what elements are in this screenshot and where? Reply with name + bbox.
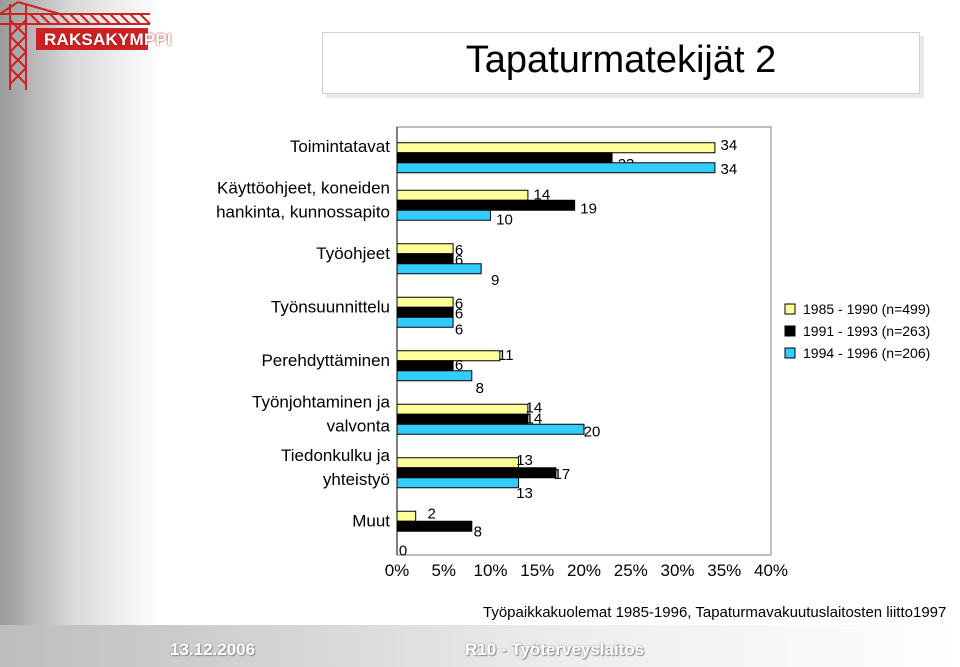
- data-label-2-3: 6: [455, 252, 463, 269]
- bar-2-5: [396, 360, 454, 372]
- bar-3-5: [396, 370, 473, 382]
- data-label-2-5: 6: [455, 357, 463, 374]
- data-label-3-4: 6: [455, 321, 463, 338]
- footer-band: [0, 625, 960, 667]
- x-tick-label-7: 30%: [660, 561, 694, 580]
- legend-swatch-3: [784, 347, 796, 359]
- data-label-1-4: 6: [455, 295, 463, 312]
- data-label-2-7: 17: [554, 466, 571, 483]
- legend-swatch-2: [784, 325, 796, 337]
- data-label-1-1: 34: [721, 137, 738, 154]
- source-note: Työpaikkakuolemat 1985-1996, Tapaturmava…: [483, 604, 947, 621]
- legend-swatch-1: [784, 303, 796, 315]
- logo-text: RAKSAKYMPPI: [44, 30, 172, 49]
- category-label-8-1: Muut: [352, 511, 390, 530]
- bar-2-7: [396, 467, 557, 479]
- data-label-3-5: 8: [476, 380, 484, 397]
- x-tick-label-3: 10%: [473, 561, 507, 580]
- data-label-3-1: 34: [721, 161, 738, 178]
- bar-1-7: [396, 457, 520, 469]
- legend-label-3: 1994 - 1996 (n=206): [803, 345, 930, 361]
- bar-2-3: [396, 253, 454, 265]
- category-label-3-1: Työohjeet: [316, 244, 390, 263]
- category-label-2-1: Käyttöohjeet, koneiden: [217, 178, 390, 197]
- x-tick-label-5: 20%: [567, 561, 601, 580]
- x-tick-label-2: 5%: [431, 561, 456, 580]
- data-label-2-6: 14: [526, 410, 543, 427]
- bar-2-6: [396, 413, 529, 425]
- data-label-3-8: 0: [399, 542, 407, 559]
- category-label-7-1: Tiedonkulku ja: [281, 446, 391, 465]
- bar-2-8: [396, 520, 473, 532]
- data-label-3-3: 9: [491, 272, 499, 289]
- page-title: Tapaturmatekijät 2: [465, 39, 777, 81]
- data-label-1-6: 14: [526, 399, 543, 416]
- x-tick-label-4: 15%: [520, 561, 554, 580]
- data-label-2-2: 19: [580, 200, 597, 217]
- logo: RAKSAKYMPPI: [0, 0, 172, 95]
- x-tick-label-1: 0%: [385, 561, 410, 580]
- title-box: Tapaturmatekijät 2: [322, 32, 920, 94]
- bar-1-3: [396, 243, 454, 255]
- data-label-3-2: 10: [496, 211, 513, 228]
- x-tick-label-6: 25%: [614, 561, 648, 580]
- data-label-2-8: 8: [474, 523, 482, 540]
- bar-3-6: [396, 423, 585, 435]
- data-label-2-4: 6: [455, 305, 463, 322]
- bar-1-4: [396, 296, 454, 308]
- footer-center-text: R10 - Työterveyslaitos: [465, 640, 645, 659]
- data-label-1-2: 14: [534, 186, 551, 203]
- category-label-6-1: Työnjohtaminen ja: [252, 392, 391, 411]
- bar-3-3: [396, 263, 482, 275]
- category-label-5-1: Perehdyttäminen: [261, 351, 390, 370]
- bar-1-8: [396, 510, 417, 522]
- data-label-3-6: 20: [584, 423, 601, 440]
- category-label-2-2: hankinta, kunnossapito: [216, 202, 390, 221]
- bar-1-1: [396, 142, 716, 154]
- bar-3-1: [396, 162, 716, 174]
- category-label-1-1: Toimintatavat: [290, 137, 390, 156]
- data-label-1-3: 6: [455, 242, 463, 259]
- footer-date: 13.12.2006: [170, 640, 256, 659]
- category-label-7-2: yhteistyö: [323, 470, 390, 489]
- bar-2-2: [396, 199, 576, 211]
- bar-3-7: [396, 477, 520, 489]
- category-label-4-1: Työnsuunnittelu: [271, 297, 390, 316]
- data-label-1-5: 11: [498, 347, 514, 364]
- data-label-1-7: 13: [516, 452, 533, 469]
- x-tick-label-9: 40%: [754, 561, 788, 580]
- bar-1-5: [396, 350, 501, 362]
- bar-2-1: [396, 152, 613, 164]
- bar-1-6: [396, 403, 529, 415]
- legend-label-1: 1985 - 1990 (n=499): [803, 301, 930, 317]
- bar-3-4: [396, 316, 454, 328]
- legend-label-2: 1991 - 1993 (n=263): [803, 323, 930, 339]
- bar-1-2: [396, 189, 529, 201]
- bar-2-4: [396, 306, 454, 318]
- data-label-3-7: 13: [516, 485, 533, 502]
- crane-logo-icon: [0, 1, 151, 90]
- category-label-6-2: valvonta: [327, 416, 391, 435]
- x-tick-label-8: 35%: [707, 561, 741, 580]
- data-label-1-8: 2: [428, 505, 436, 522]
- bar-3-2: [396, 209, 491, 221]
